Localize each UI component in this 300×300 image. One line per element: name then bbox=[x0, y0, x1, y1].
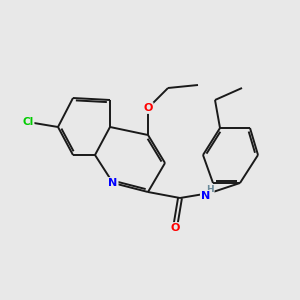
Text: O: O bbox=[170, 223, 180, 233]
Text: Cl: Cl bbox=[22, 117, 34, 127]
Text: N: N bbox=[108, 178, 118, 188]
Text: O: O bbox=[143, 103, 153, 113]
Text: H: H bbox=[206, 185, 214, 194]
Text: N: N bbox=[201, 191, 210, 201]
